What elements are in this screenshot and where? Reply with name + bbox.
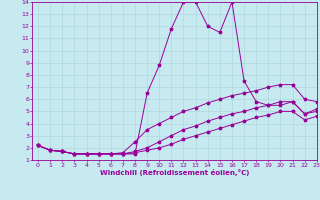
X-axis label: Windchill (Refroidissement éolien,°C): Windchill (Refroidissement éolien,°C) <box>100 169 249 176</box>
